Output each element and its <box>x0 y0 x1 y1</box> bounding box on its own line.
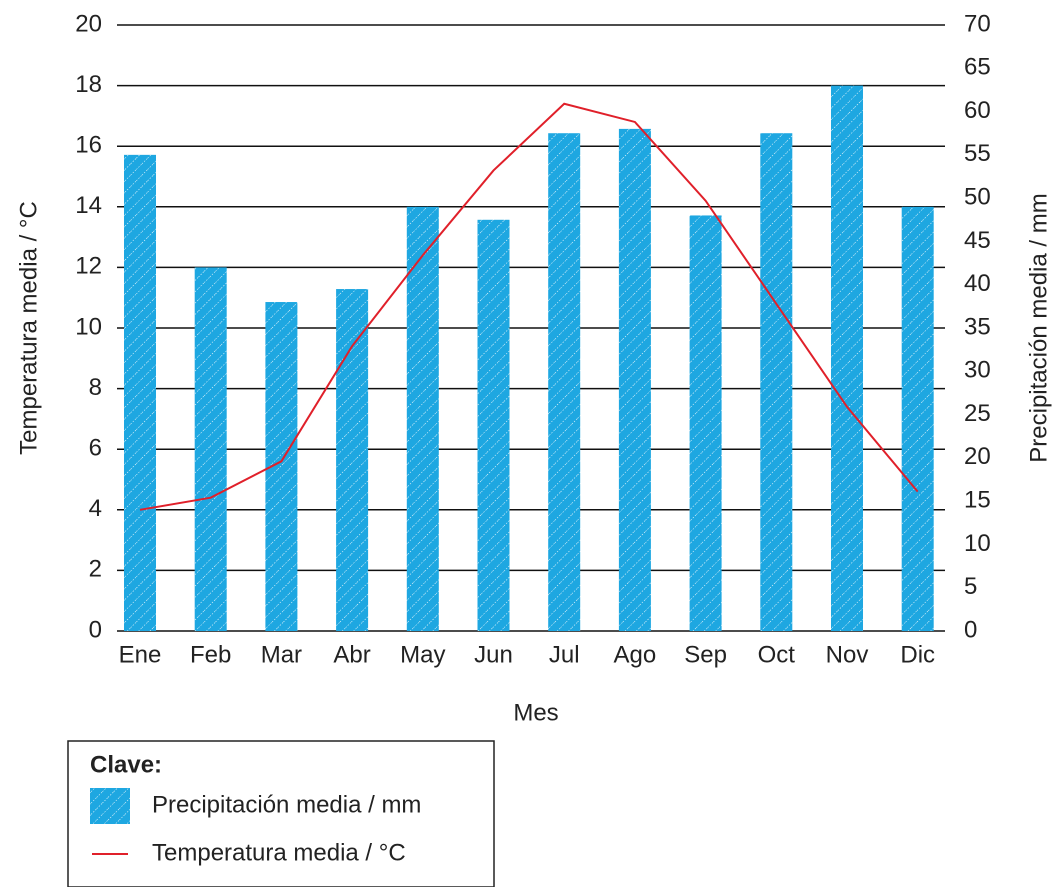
bar <box>406 206 439 632</box>
x-tick-label: Oct <box>758 641 796 668</box>
y-tick-label: 16 <box>75 132 102 159</box>
bar <box>548 133 581 631</box>
x-tick-label: Jul <box>549 641 580 668</box>
y2-tick-label: 50 <box>964 183 991 210</box>
x-tick-label: Dic <box>900 641 935 668</box>
y-tick-label: 8 <box>89 374 102 401</box>
y2-tick-label: 60 <box>964 97 991 124</box>
x-tick-label: May <box>400 641 445 668</box>
y2-tick-label: 20 <box>964 443 991 470</box>
line <box>139 102 919 511</box>
bar <box>477 219 510 632</box>
bar <box>618 128 651 631</box>
y2-tick-label: 0 <box>964 616 977 643</box>
x-tick-label: Jun <box>474 641 513 668</box>
x-tick-label: Feb <box>190 641 231 668</box>
bar <box>760 133 793 631</box>
y-tick-label: 18 <box>75 71 102 98</box>
y2-tick-label: 30 <box>964 357 991 384</box>
x-tick-label: Ago <box>614 641 657 668</box>
legend-label: Temperatura media / °C <box>152 839 406 866</box>
y-tick-label: 14 <box>75 192 102 219</box>
bar <box>124 154 156 631</box>
legend-label: Precipitación media / mm <box>152 791 421 818</box>
y-tick-label: 4 <box>89 495 102 522</box>
y2-tick-label: 25 <box>964 400 991 427</box>
y-tick-label: 2 <box>89 556 102 583</box>
x-tick-label: Abr <box>333 641 370 668</box>
y2-axis-label: Precipitación media / mm <box>1025 193 1052 462</box>
x-axis-label: Mes <box>513 699 558 726</box>
y-tick-label: 0 <box>89 616 102 643</box>
x-tick-label: Ene <box>119 641 162 668</box>
y2-tick-label: 15 <box>964 486 991 513</box>
legend-box <box>67 740 495 887</box>
y2-tick-label: 70 <box>964 10 991 37</box>
y-tick-label: 10 <box>75 313 102 340</box>
legend-swatch <box>90 788 130 824</box>
y2-tick-label: 45 <box>964 227 991 254</box>
x-tick-label: Mar <box>261 641 302 668</box>
y-tick-label: 12 <box>75 253 102 280</box>
y2-tick-label: 65 <box>964 54 991 81</box>
y2-tick-label: 10 <box>964 530 991 557</box>
x-tick-label: Nov <box>826 641 869 668</box>
y2-tick-label: 55 <box>964 140 991 167</box>
bar <box>194 267 227 631</box>
y2-tick-label: 35 <box>964 313 991 340</box>
bar <box>901 206 934 632</box>
x-tick-label: Sep <box>684 641 727 668</box>
y2-tick-label: 40 <box>964 270 991 297</box>
y-tick-label: 6 <box>89 435 102 462</box>
bar <box>831 85 863 632</box>
y-axis-label: Temperatura media / °C <box>15 201 42 455</box>
bar <box>689 215 722 631</box>
y-tick-label: 20 <box>75 10 102 37</box>
y2-tick-label: 5 <box>964 573 977 600</box>
bar <box>336 289 369 631</box>
legend-title: Clave: <box>90 751 162 778</box>
